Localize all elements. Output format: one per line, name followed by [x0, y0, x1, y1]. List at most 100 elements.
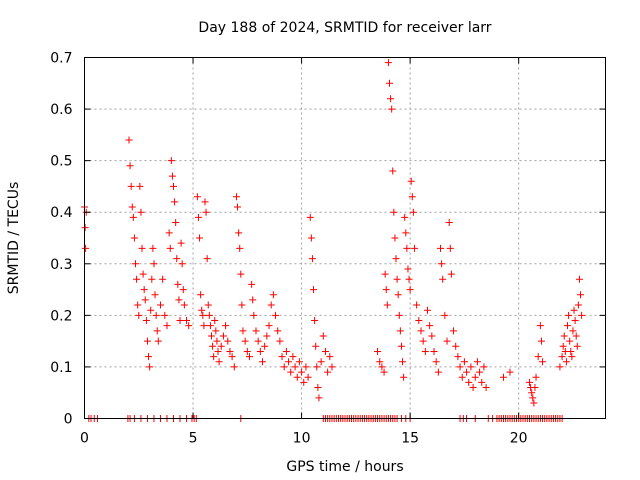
data-point [300, 378, 308, 386]
data-point [382, 286, 390, 294]
data-point [149, 244, 157, 252]
data-point [232, 193, 240, 201]
data-point [306, 213, 314, 221]
data-point [153, 327, 161, 335]
data-point [133, 275, 141, 283]
x-axis-label: GPS time / hours [286, 459, 403, 475]
data-point [250, 311, 258, 319]
data-point [166, 244, 174, 252]
data-point [154, 337, 162, 345]
data-point [252, 327, 260, 335]
data-point [210, 353, 218, 361]
data-point [328, 363, 336, 371]
data-point [304, 373, 312, 381]
data-point [128, 203, 136, 211]
data-point [203, 255, 211, 263]
data-point [434, 368, 442, 376]
data-point [575, 275, 583, 283]
data-point [456, 363, 464, 371]
data-point [215, 358, 223, 366]
data-point [386, 79, 394, 87]
data-point [141, 296, 149, 304]
data-point [539, 358, 547, 366]
data-point [376, 358, 384, 366]
data-point [256, 347, 264, 355]
data-point [175, 296, 183, 304]
data-point [147, 306, 155, 314]
data-point [406, 286, 414, 294]
data-point [374, 347, 382, 355]
data-point [236, 244, 244, 252]
data-point [165, 229, 173, 237]
data-point [224, 337, 232, 345]
data-point [130, 234, 138, 242]
data-point [243, 347, 251, 355]
data-point [394, 291, 402, 299]
data-point [321, 347, 329, 355]
data-point [400, 373, 408, 381]
data-point [570, 306, 578, 314]
data-point [196, 234, 204, 242]
data-point [278, 353, 286, 361]
data-point [311, 317, 319, 325]
data-point [404, 265, 412, 273]
data-point [381, 270, 389, 278]
data-point [239, 327, 247, 335]
data-point [380, 368, 388, 376]
data-point [248, 280, 256, 288]
data-point [441, 311, 449, 319]
data-point [199, 311, 207, 319]
data-point [238, 301, 246, 309]
data-point [172, 219, 180, 227]
data-point [200, 322, 208, 330]
data-point [415, 317, 423, 325]
data-point [152, 311, 160, 319]
y-tick-label: 0.6 [50, 102, 72, 118]
data-point [421, 347, 429, 355]
data-point [151, 291, 159, 299]
data-point [432, 358, 440, 366]
data-point [307, 234, 315, 242]
data-point [156, 301, 164, 309]
data-point [430, 347, 438, 355]
data-point [324, 368, 332, 376]
data-point [528, 389, 536, 397]
y-tick-label: 0.7 [50, 51, 72, 67]
data-point [291, 363, 299, 371]
y-tick-label: 0.2 [50, 308, 72, 324]
data-point [285, 358, 293, 366]
data-point [167, 157, 175, 165]
x-tick-label: 20 [510, 431, 528, 447]
data-point [439, 275, 447, 283]
data-point [249, 296, 257, 304]
data-points-layer [81, 59, 586, 422]
data-point [326, 353, 334, 361]
data-point [378, 363, 386, 371]
data-point [437, 244, 445, 252]
data-point [529, 394, 537, 402]
data-point [135, 311, 143, 319]
data-point [180, 301, 188, 309]
data-point [261, 342, 269, 350]
data-point [393, 275, 401, 283]
data-point [206, 322, 214, 330]
data-point [274, 327, 282, 335]
data-point [197, 291, 205, 299]
data-point [219, 332, 227, 340]
data-point [289, 353, 297, 361]
data-point [302, 363, 310, 371]
data-point [222, 322, 230, 330]
data-point [298, 368, 306, 376]
data-point [174, 280, 182, 288]
data-point [443, 337, 451, 345]
data-point [536, 322, 544, 330]
data-point [205, 311, 213, 319]
data-point [568, 353, 576, 361]
data-point [469, 384, 477, 392]
ticks-layer: 0 0.1 0.2 0.3 0.4 0.5 0.6 0.7 0 5 10 15 20 [50, 51, 606, 447]
data-point [417, 327, 425, 335]
data-point [265, 322, 273, 330]
x-tick-label: 10 [293, 431, 311, 447]
data-point [201, 198, 209, 206]
